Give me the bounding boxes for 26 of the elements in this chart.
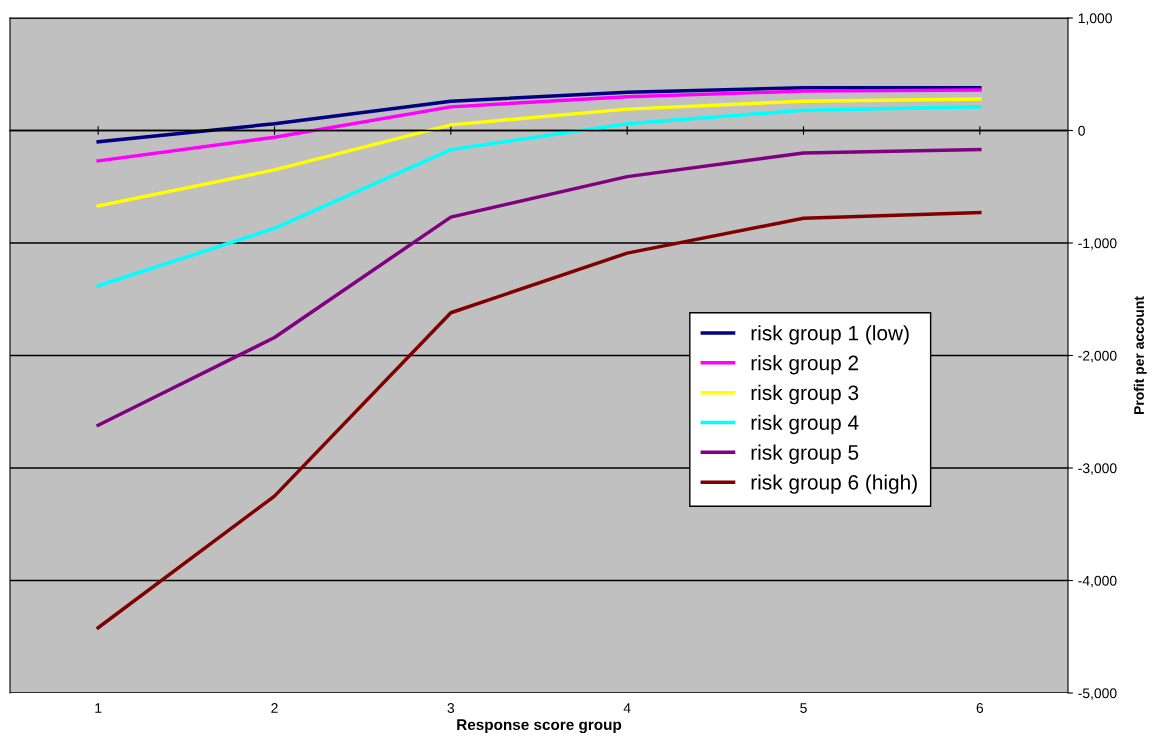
y-tick-label: 0 bbox=[1078, 125, 1085, 136]
x-tick-label: 2 bbox=[271, 703, 278, 713]
y-tick-label: 1,000 bbox=[1078, 13, 1112, 25]
x-tick-label: 5 bbox=[800, 703, 807, 713]
line-series bbox=[96, 105, 982, 288]
line-series bbox=[96, 86, 982, 144]
y-tick-label: -2,000 bbox=[1078, 350, 1117, 363]
x-tick-label: 1 bbox=[95, 703, 102, 713]
x-axis-title: Response score group bbox=[457, 719, 622, 734]
legend-label: risk group 4 bbox=[751, 414, 859, 435]
line-series bbox=[96, 97, 982, 208]
y-tick-label: -4,000 bbox=[1078, 575, 1117, 588]
x-tick-label: 4 bbox=[623, 703, 631, 713]
legend-label: risk group 2 bbox=[751, 355, 859, 375]
legend-label: risk group 5 bbox=[751, 444, 859, 464]
y-tick-label: -5,000 bbox=[1078, 688, 1117, 700]
x-tick-label: 3 bbox=[447, 703, 455, 713]
y-tick-label: -1,000 bbox=[1078, 238, 1117, 250]
x-tick-label: 6 bbox=[976, 703, 984, 713]
y-axis-title: Profit per account bbox=[1133, 296, 1147, 414]
line-series bbox=[96, 88, 982, 163]
legend-label: risk group 6 (high) bbox=[751, 474, 917, 494]
line-series bbox=[96, 210, 982, 630]
legend-label: risk group 3 bbox=[751, 384, 859, 405]
legend-label: risk group 1 (low) bbox=[751, 325, 909, 345]
y-tick-label: -3,000 bbox=[1078, 463, 1117, 475]
